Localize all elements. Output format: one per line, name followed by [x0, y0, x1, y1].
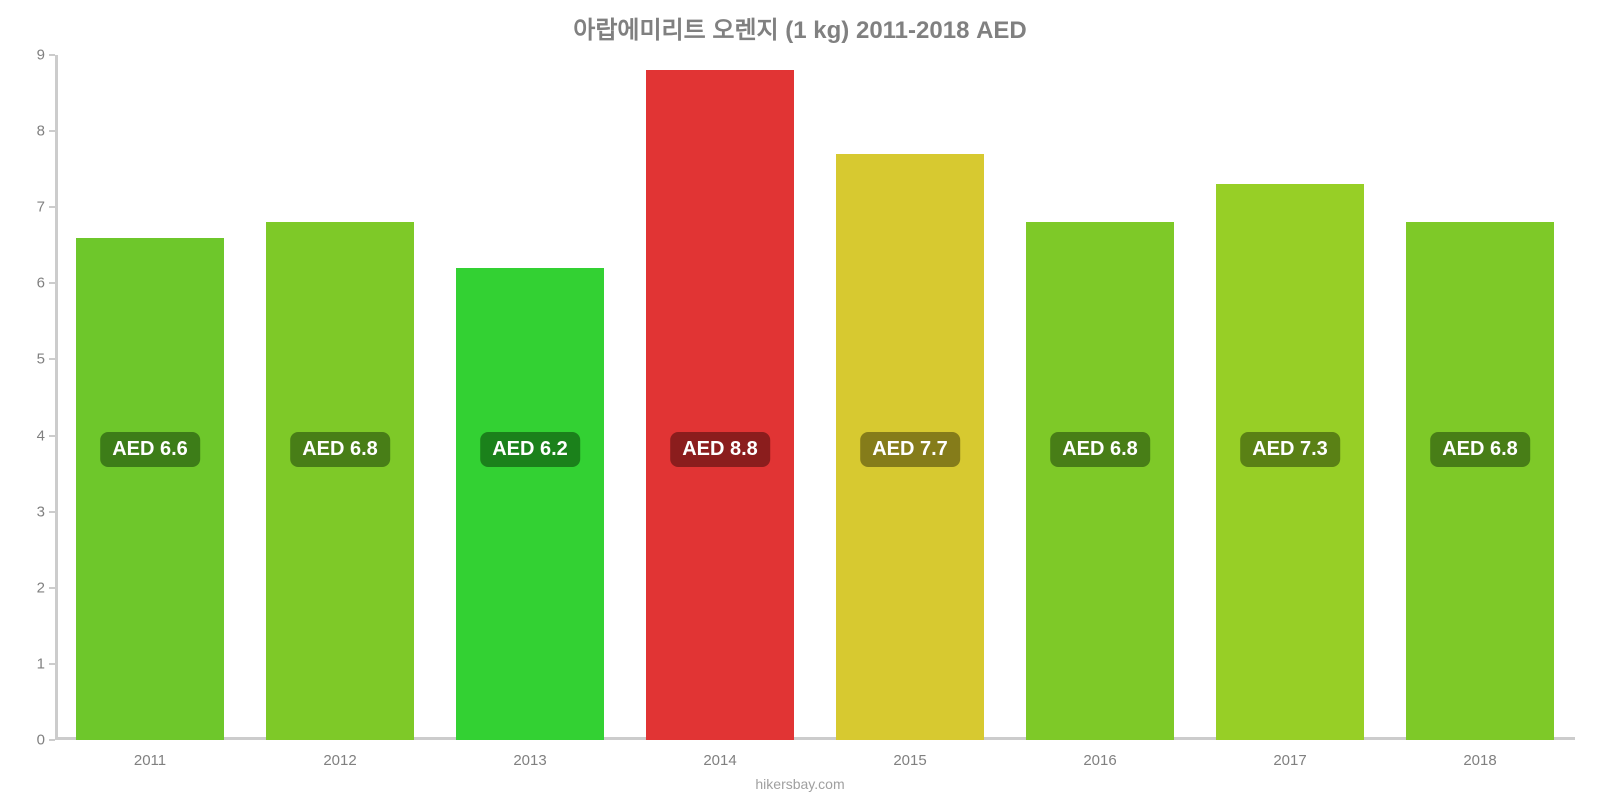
- chart-container: 아랍에미리트 오렌지 (1 kg) 2011-2018 AED AED 6.6A…: [0, 0, 1600, 800]
- x-tick-label: 2012: [323, 740, 356, 769]
- bar: AED 7.3: [1216, 184, 1364, 740]
- x-tick-label: 2015: [893, 740, 926, 769]
- chart-title: 아랍에미리트 오렌지 (1 kg) 2011-2018 AED: [0, 0, 1600, 45]
- plot-area: AED 6.6 AED 6.8 AED 6.2 AED 8.8 AED 7.7 AED 6…: [55, 55, 1575, 740]
- y-tick-mark: [49, 358, 55, 360]
- bar: AED 6.8: [1026, 222, 1174, 740]
- bars-group: AED 6.6 AED 6.8 AED 6.2 AED 8.8 AED 7.7 AED 6…: [55, 55, 1575, 740]
- bar-value-label: AED 6.8: [1050, 432, 1150, 467]
- bar: AED 8.8: [646, 70, 794, 740]
- x-tick-label: 2018: [1463, 740, 1496, 769]
- y-tick-mark: [49, 54, 55, 56]
- y-tick-mark: [49, 663, 55, 665]
- y-tick-mark: [49, 282, 55, 284]
- bar-value-label: AED 8.8: [670, 432, 770, 467]
- bar-value-label: AED 6.8: [1430, 432, 1530, 467]
- y-tick-mark: [49, 435, 55, 437]
- x-tick-label: 2017: [1273, 740, 1306, 769]
- bar-value-label: AED 6.2: [480, 432, 580, 467]
- bar: AED 6.8: [1406, 222, 1554, 740]
- chart-source: hikersbay.com: [0, 776, 1600, 792]
- bar-value-label: AED 6.8: [290, 432, 390, 467]
- bar: AED 7.7: [836, 154, 984, 740]
- y-tick-mark: [49, 206, 55, 208]
- x-tick-label: 2013: [513, 740, 546, 769]
- x-tick-label: 2016: [1083, 740, 1116, 769]
- y-tick-mark: [49, 511, 55, 513]
- x-tick-label: 2011: [134, 740, 166, 769]
- y-tick-mark: [49, 130, 55, 132]
- x-tick-label: 2014: [703, 740, 736, 769]
- bar: AED 6.6: [76, 238, 224, 740]
- y-tick-mark: [49, 587, 55, 589]
- bar: AED 6.8: [266, 222, 414, 740]
- y-tick-mark: [49, 739, 55, 741]
- bar-value-label: AED 7.3: [1240, 432, 1340, 467]
- bar-value-label: AED 6.6: [100, 432, 200, 467]
- bar: AED 6.2: [456, 268, 604, 740]
- bar-value-label: AED 7.7: [860, 432, 960, 467]
